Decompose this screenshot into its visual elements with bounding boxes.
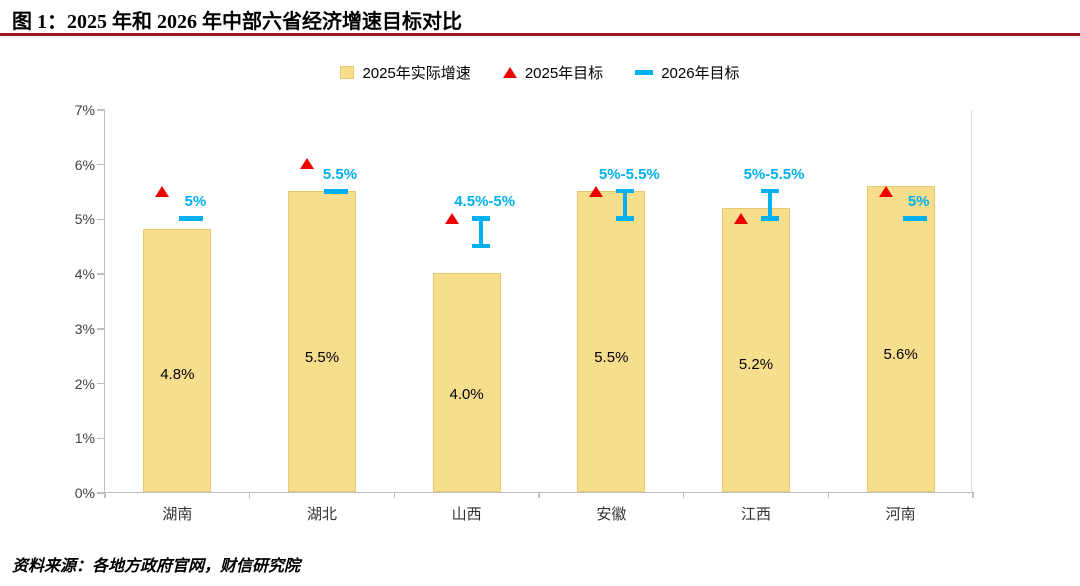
x-axis-category-label: 山西 (451, 506, 482, 523)
y-axis-tick-label: 1% (74, 430, 95, 447)
x-axis-tick (827, 492, 830, 498)
y-axis-tick-label: 5% (74, 211, 95, 228)
bar-actual-growth (577, 191, 646, 492)
target-2026-label: 5.5% (322, 166, 358, 184)
legend-swatch-triangle (502, 67, 517, 78)
target-2026-label: 5%-5.5% (598, 166, 660, 184)
target-2026-range-cap (616, 188, 635, 194)
title-rule (0, 33, 1080, 36)
target-2026-range-cap (471, 216, 490, 221)
target-2026-range-bar (478, 218, 483, 246)
y-axis-tick-label: 3% (74, 320, 95, 337)
target-2026-range-cap (761, 188, 779, 194)
bar-value-label: 5.2% (738, 355, 774, 373)
target-2025-marker (878, 185, 893, 197)
target-2026-label: 5% (184, 193, 207, 211)
target-2025-marker (444, 212, 459, 224)
target-2026-label: 5% (907, 193, 930, 211)
y-axis-tick-label: 2% (74, 375, 95, 392)
target-2026-range-bar (768, 191, 772, 219)
legend-item-target-2025: 2025年目标 (502, 62, 604, 83)
y-axis-tick-label: 7% (74, 102, 95, 118)
y-axis-tick-label: 0% (74, 485, 95, 501)
y-axis-tick (97, 382, 105, 385)
target-2026-range-cap (761, 216, 779, 221)
bar-actual-growth (288, 191, 356, 492)
y-axis-tick-label: 4% (74, 266, 95, 283)
y-axis-tick (97, 492, 105, 494)
x-axis-category-label: 河南 (885, 506, 916, 523)
target-2026-range-cap (471, 243, 490, 249)
legend-swatch-dash (635, 70, 654, 75)
bar-value-label: 4.0% (449, 385, 484, 403)
x-axis-category-label: 江西 (740, 506, 771, 523)
x-axis-tick (248, 492, 251, 498)
y-axis-tick (97, 218, 105, 221)
target-2026-range-cap (616, 216, 635, 221)
y-axis-tick (97, 163, 105, 166)
bar-actual-growth (866, 185, 935, 492)
target-2026-label: 4.5%-5% (454, 193, 516, 211)
y-axis-tick (97, 273, 105, 275)
x-axis-tick (682, 492, 685, 498)
target-2025-marker (589, 185, 604, 197)
x-axis-category-label: 安徽 (596, 506, 627, 523)
bar-actual-growth (432, 273, 501, 492)
target-2025-marker (734, 212, 748, 224)
y-axis-tick-label: 6% (74, 156, 95, 173)
legend-label-target-2026: 2026年目标 (661, 65, 740, 82)
x-axis-tick (538, 492, 540, 498)
x-axis-tick (972, 492, 974, 498)
y-axis-tick (97, 109, 105, 111)
y-axis-tick (97, 437, 105, 440)
bar-actual-growth (143, 229, 212, 492)
target-2026-marker (324, 188, 348, 194)
bar-value-label: 5.5% (304, 348, 340, 366)
y-axis-tick (97, 328, 105, 330)
x-axis-tick (104, 492, 106, 498)
chart-legend: 2025年实际增速 2025年目标 2026年目标 (0, 62, 1080, 83)
plot-area: 0% 1% 2% 3% 4% 5% 6% 7% 湖南 4.8% 5% 湖北 5.5% 5.5% 山西 4.0%… (75, 102, 974, 523)
chart-title: 图 1：2025 年和 2026 年中部六省经济增速目标对比 (12, 11, 462, 33)
source-note: 资料来源：各地方政府官网，财信研究院 (12, 558, 301, 575)
target-2026-marker (179, 215, 204, 221)
legend-swatch-bar (340, 66, 355, 79)
legend-label-target-2025: 2025年目标 (524, 65, 604, 82)
bar-actual-growth (722, 207, 790, 492)
target-2026-range-bar (623, 191, 628, 219)
bar-value-label: 5.5% (594, 348, 629, 366)
x-axis-tick (393, 492, 396, 498)
legend-item-actual: 2025年实际增速 (340, 62, 471, 83)
target-2026-marker (902, 215, 927, 221)
target-2025-marker (155, 185, 170, 197)
x-axis-category-label: 湖南 (162, 506, 193, 523)
bar-value-label: 5.6% (883, 346, 918, 364)
target-2026-label: 5%-5.5% (743, 166, 805, 184)
legend-label-actual: 2025年实际增速 (362, 65, 471, 82)
legend-item-target-2026: 2026年目标 (635, 62, 740, 83)
x-axis-category-label: 湖北 (306, 506, 337, 523)
target-2025-marker (300, 158, 314, 170)
bar-value-label: 4.8% (160, 365, 195, 383)
